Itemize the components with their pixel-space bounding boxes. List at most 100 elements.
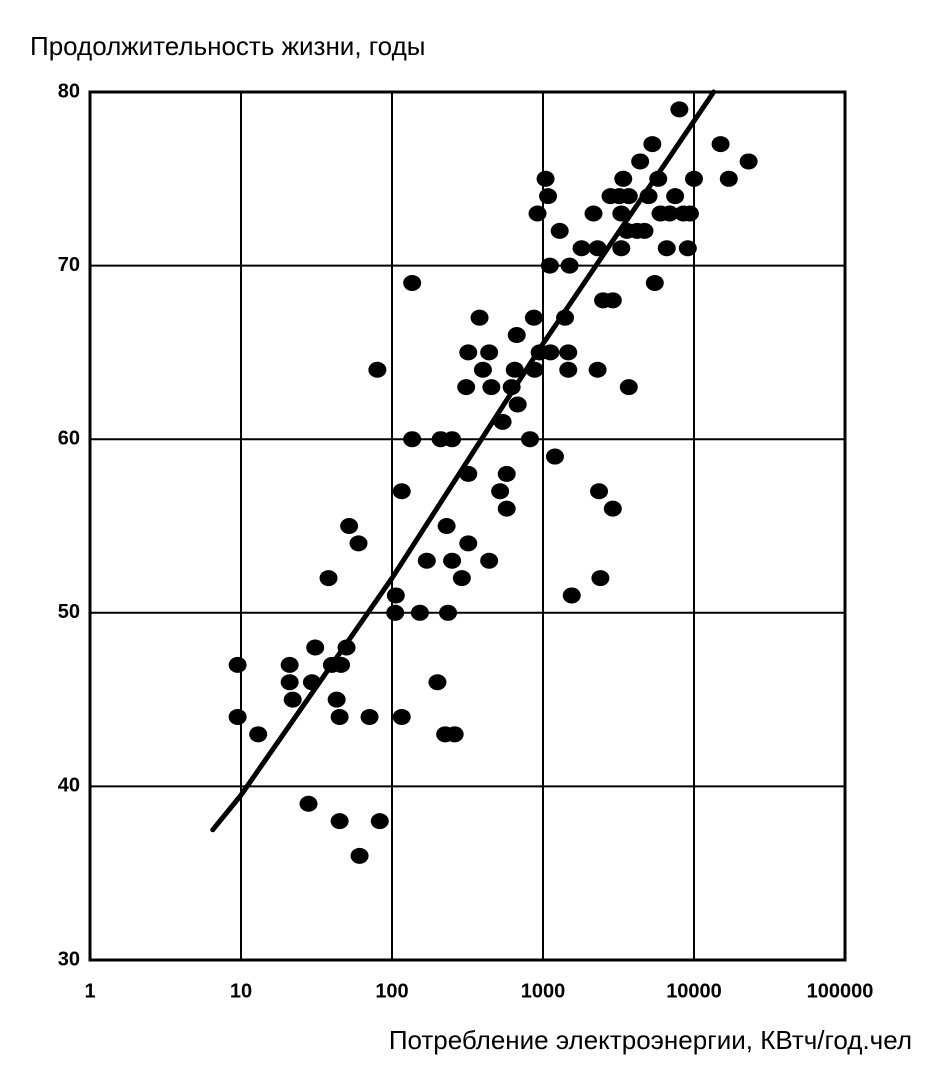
data-point	[590, 483, 609, 500]
data-point	[545, 448, 564, 465]
data-point	[536, 170, 555, 187]
data-point	[403, 274, 422, 291]
data-point	[643, 136, 662, 153]
data-point	[392, 483, 411, 500]
data-point	[680, 205, 699, 222]
y-tick-label: 50	[58, 601, 80, 623]
data-point	[437, 518, 456, 534]
data-point	[480, 552, 499, 569]
data-point	[524, 309, 543, 326]
data-point	[350, 847, 369, 864]
data-point	[584, 205, 603, 222]
data-point	[508, 396, 527, 413]
x-tick-label: 100	[375, 980, 408, 1002]
data-point	[410, 604, 429, 621]
data-point	[480, 344, 499, 361]
data-point	[560, 257, 579, 274]
plot-frame	[88, 90, 847, 962]
data-point	[603, 292, 622, 309]
data-point	[417, 552, 436, 569]
data-point	[562, 587, 581, 604]
data-point	[386, 604, 405, 621]
data-point	[657, 240, 676, 257]
data-point	[368, 361, 387, 378]
data-point	[443, 431, 462, 448]
data-point	[392, 708, 411, 725]
data-point	[319, 570, 338, 587]
x-tick-label: 100000	[807, 980, 874, 1002]
data-point	[719, 170, 738, 187]
data-point	[403, 431, 422, 448]
data-point	[539, 188, 558, 205]
y-tick-label: 70	[58, 254, 80, 276]
data-point	[340, 518, 359, 534]
x-tick-label: 1000	[521, 980, 566, 1002]
data-point	[497, 465, 516, 482]
data-point	[470, 309, 489, 326]
data-point	[541, 344, 560, 361]
data-point	[739, 153, 758, 170]
data-point	[299, 795, 318, 812]
data-point	[603, 500, 622, 517]
data-point	[360, 708, 379, 725]
data-point	[386, 587, 405, 604]
data-point	[330, 813, 349, 830]
y-tick-label: 60	[58, 427, 80, 449]
data-point	[540, 257, 559, 274]
x-tick-label: 10000	[666, 980, 722, 1002]
x-axis-title: Потребление электроэнергии, КВтч/год.чел	[389, 1025, 912, 1055]
data-point	[588, 361, 607, 378]
data-point	[550, 222, 569, 239]
data-point	[349, 535, 368, 552]
data-point	[678, 240, 697, 257]
data-point	[497, 500, 516, 517]
data-point	[452, 570, 471, 587]
data-point	[711, 136, 730, 153]
data-point	[619, 188, 638, 205]
data-point	[591, 570, 610, 587]
data-point	[439, 604, 458, 621]
data-point	[572, 240, 591, 257]
data-point	[445, 726, 464, 743]
y-tick-label: 30	[58, 948, 80, 970]
data-point	[428, 674, 447, 691]
data-point	[635, 222, 654, 239]
data-point	[660, 205, 679, 222]
data-point	[443, 552, 462, 569]
data-point	[505, 361, 524, 378]
data-point	[327, 691, 346, 708]
data-point	[619, 379, 638, 396]
x-tick-label: 10	[230, 980, 252, 1002]
data-point	[457, 379, 476, 396]
y-tick-label: 80	[58, 80, 80, 102]
data-point	[306, 639, 325, 656]
y-axis-title: Продолжительность жизни, годы	[30, 31, 425, 61]
data-point	[631, 153, 650, 170]
y-tick-label: 40	[58, 775, 80, 797]
data-point	[520, 431, 539, 448]
data-point	[614, 170, 633, 187]
data-point	[473, 361, 492, 378]
data-point	[507, 327, 526, 344]
data-point	[612, 240, 631, 257]
data-point	[482, 379, 501, 396]
data-point	[645, 274, 664, 291]
data-point	[459, 535, 478, 552]
data-point	[228, 656, 247, 673]
data-point	[283, 691, 302, 708]
data-point	[685, 170, 703, 187]
data-point	[670, 101, 689, 118]
data-point	[491, 483, 510, 500]
data-point	[559, 344, 578, 361]
data-point	[559, 361, 578, 378]
data-point	[280, 674, 299, 691]
data-point	[370, 813, 389, 830]
data-point	[228, 708, 247, 725]
data-point	[459, 344, 478, 361]
data-point	[280, 656, 299, 673]
data-point	[249, 726, 268, 743]
data-point	[330, 708, 349, 725]
data-point	[528, 205, 547, 222]
